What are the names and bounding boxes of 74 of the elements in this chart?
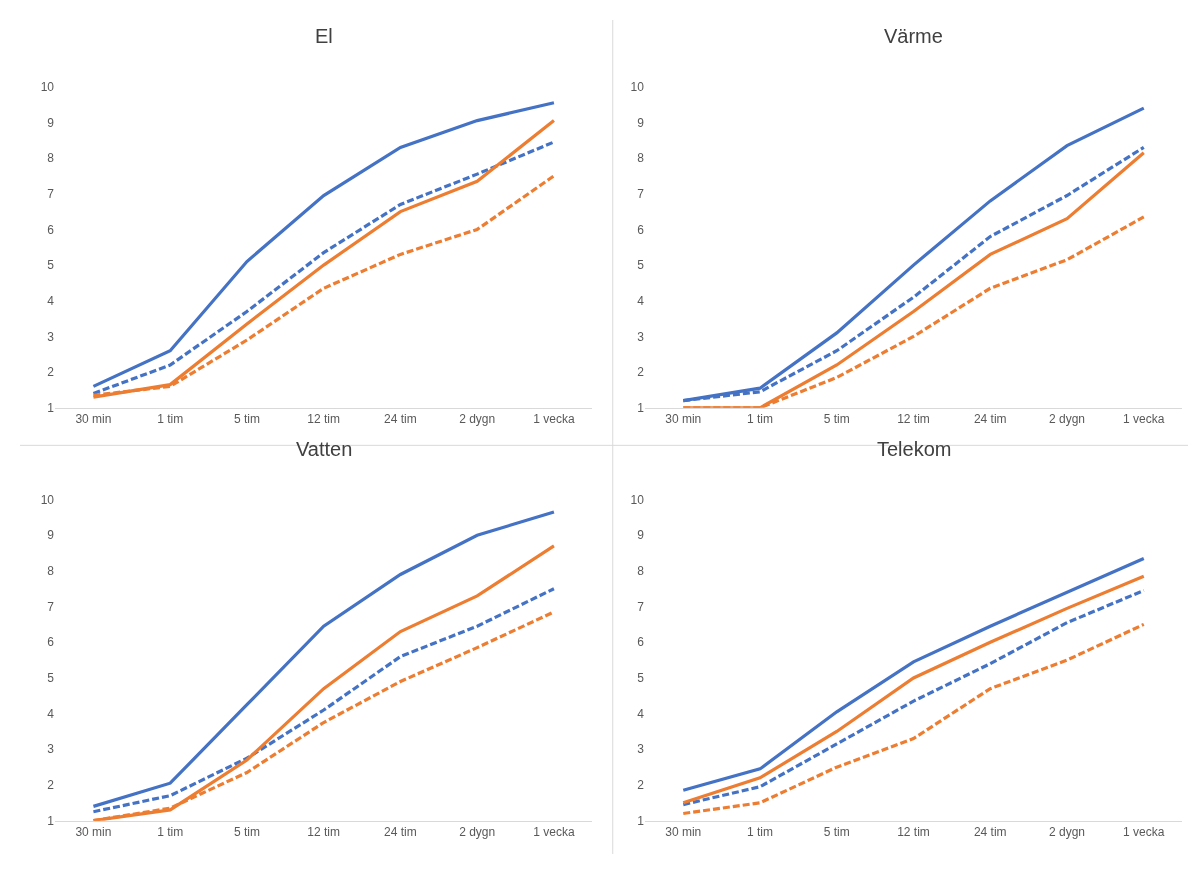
x-tick-label: 2 dygn <box>459 412 496 427</box>
x-tick-label: 2 dygn <box>459 825 496 840</box>
y-tick-label: 9 <box>637 115 645 130</box>
y-tick-label: 4 <box>637 293 645 308</box>
x-tick-label: 1 tim <box>747 825 774 840</box>
chart-title: Telekom <box>877 438 952 460</box>
x-tick-label: 24 tim <box>384 412 417 427</box>
x-tick-label: 1 tim <box>157 412 184 427</box>
y-tick-label: 2 <box>637 365 645 380</box>
x-tick-label: 1 tim <box>747 412 774 427</box>
x-tick-label: 24 tim <box>384 825 417 840</box>
line-series <box>91 510 556 808</box>
x-tick-label: 30 min <box>75 412 112 427</box>
x-tick-label: 12 tim <box>307 412 341 427</box>
y-tick-label: 6 <box>47 635 55 650</box>
y-tick-label: 3 <box>47 329 55 344</box>
y-tick-label: 8 <box>47 151 55 166</box>
x-tick-label: 5 tim <box>823 825 850 840</box>
y-tick-label: 3 <box>47 742 55 757</box>
y-tick-label: 8 <box>47 564 55 579</box>
y-tick-label: 4 <box>47 706 55 721</box>
x-tick-label: 12 tim <box>897 412 930 427</box>
y-tick-label: 1 <box>47 813 55 828</box>
x-tick-label: 5 tim <box>233 825 260 840</box>
x-tick-label: 1 vecka <box>1123 825 1165 840</box>
y-tick-label: 7 <box>47 186 55 201</box>
y-tick-label: 1 <box>637 813 645 828</box>
x-tick-label: 1 vecka <box>533 412 575 427</box>
chart-title: Värme <box>884 25 943 47</box>
y-tick-label: 5 <box>47 671 55 686</box>
y-tick-label: 8 <box>637 151 645 166</box>
y-tick-label: 4 <box>47 293 55 308</box>
y-tick-label: 7 <box>637 599 645 614</box>
x-tick-label: 12 tim <box>307 825 341 840</box>
y-tick-label: 6 <box>47 222 55 237</box>
chart-title: Vatten <box>296 438 353 460</box>
y-tick-label: 2 <box>47 365 55 380</box>
y-tick-label: 5 <box>47 258 55 273</box>
y-tick-label: 1 <box>47 401 55 416</box>
line-series <box>681 622 1146 816</box>
y-tick-label: 9 <box>637 528 645 543</box>
x-tick-label: 2 dygn <box>1049 412 1086 427</box>
y-tick-label: 3 <box>637 329 645 344</box>
y-tick-label: 5 <box>637 671 645 686</box>
x-tick-label: 30 min <box>75 825 112 840</box>
y-tick-label: 6 <box>637 635 645 650</box>
x-tick-label: 24 tim <box>973 412 1007 427</box>
x-tick-label: 30 min <box>665 412 702 427</box>
x-tick-label: 12 tim <box>897 825 930 840</box>
x-tick-label: 1 vecka <box>533 825 575 840</box>
y-tick-label: 7 <box>47 599 55 614</box>
x-tick-label: 2 dygn <box>1049 825 1086 840</box>
y-tick-label: 1 <box>637 401 645 416</box>
y-tick-label: 2 <box>637 778 645 793</box>
y-tick-label: 7 <box>637 186 645 201</box>
y-tick-label: 2 <box>47 778 55 793</box>
y-tick-label: 9 <box>47 528 55 543</box>
y-tick-label: 10 <box>40 79 55 94</box>
x-tick-label: 30 min <box>665 825 702 840</box>
y-tick-label: 10 <box>40 492 55 507</box>
x-tick-label: 5 tim <box>823 412 850 427</box>
x-tick-label: 1 tim <box>157 825 184 840</box>
y-tick-label: 8 <box>637 564 645 579</box>
y-tick-label: 3 <box>637 742 645 757</box>
x-tick-label: 24 tim <box>973 825 1007 840</box>
y-tick-label: 5 <box>637 258 645 273</box>
y-tick-label: 6 <box>637 222 645 237</box>
x-tick-label: 5 tim <box>233 412 260 427</box>
chart-title: El <box>315 25 333 47</box>
y-tick-label: 9 <box>47 115 55 130</box>
y-tick-label: 4 <box>637 706 645 721</box>
y-tick-label: 10 <box>630 79 645 94</box>
y-tick-label: 10 <box>630 492 645 507</box>
x-tick-label: 1 vecka <box>1123 412 1165 427</box>
